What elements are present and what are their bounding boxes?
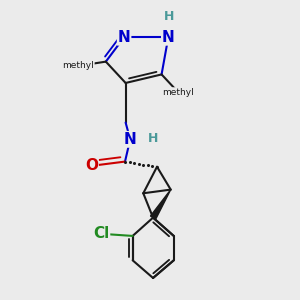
Text: N: N [162, 30, 175, 45]
Text: H: H [164, 10, 174, 22]
Text: N: N [118, 30, 130, 45]
Text: N: N [124, 132, 136, 147]
Text: H: H [148, 132, 158, 145]
Text: methyl: methyl [162, 88, 194, 97]
Text: methyl: methyl [62, 61, 94, 70]
Polygon shape [151, 190, 171, 219]
Text: O: O [85, 158, 98, 173]
Text: Cl: Cl [93, 226, 110, 241]
